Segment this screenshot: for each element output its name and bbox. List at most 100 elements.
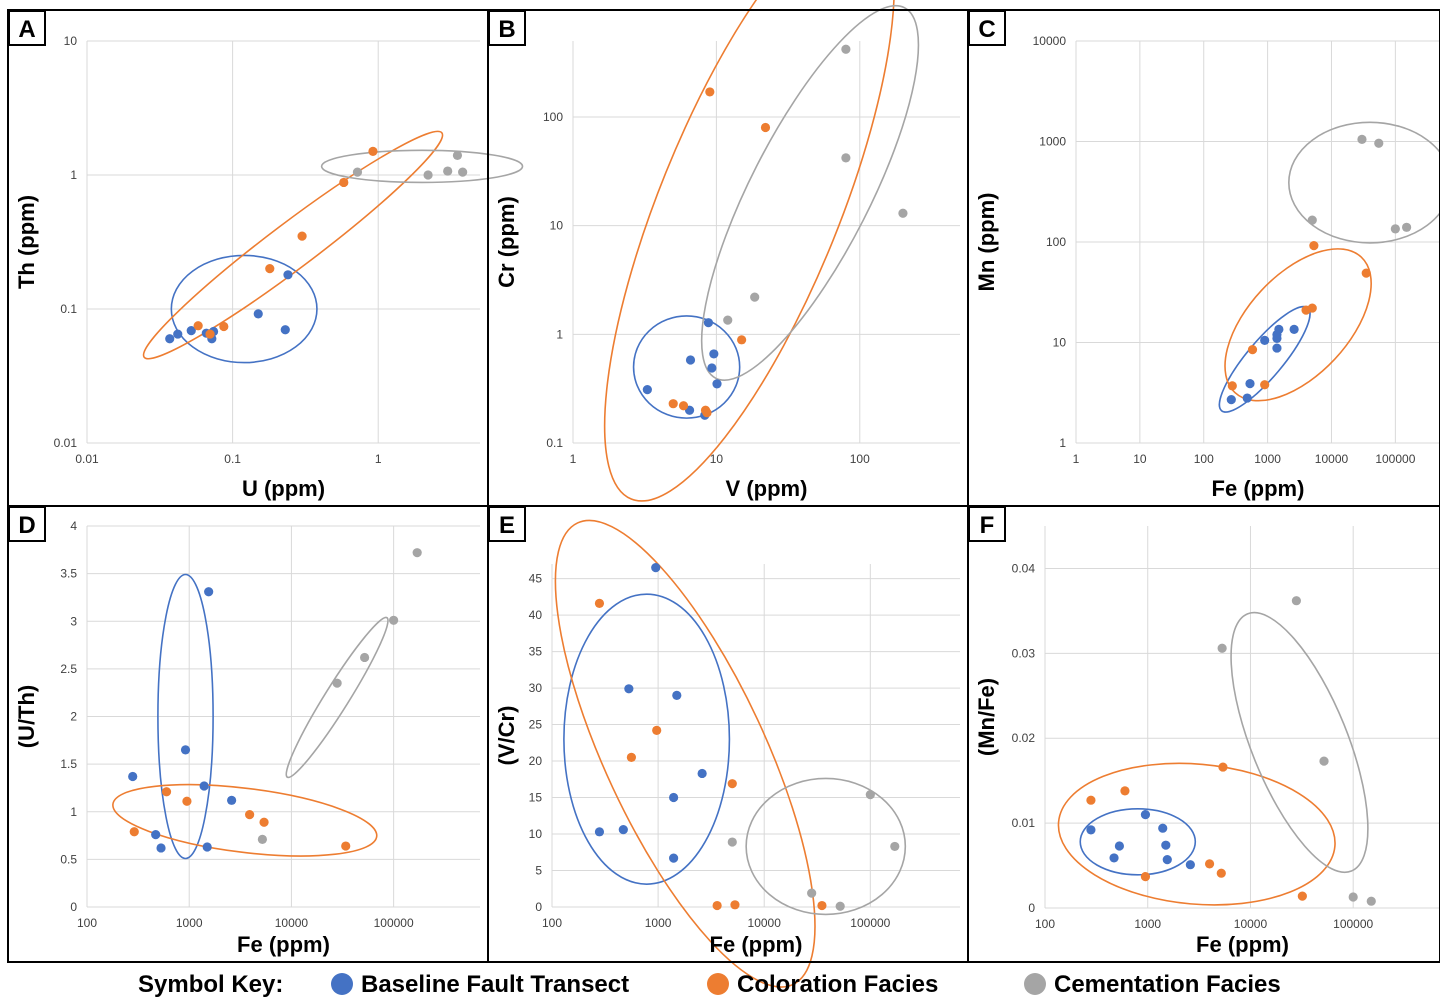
data-point-baseline: [642, 384, 652, 395]
panel-letter-box: [968, 10, 1006, 46]
data-point-baseline: [709, 349, 719, 359]
y-tick-label: 10000: [1033, 34, 1067, 48]
data-point-cementation: [443, 166, 453, 176]
data-point-coloration: [817, 900, 827, 911]
data-point-baseline: [669, 792, 679, 803]
data-point-cementation: [841, 44, 851, 54]
cluster-ellipse-baseline: [1079, 807, 1197, 876]
data-point-coloration: [129, 827, 139, 837]
legend-marker-cementation: [1024, 973, 1046, 995]
y-tick-label: 0: [70, 900, 77, 914]
data-point-coloration: [1309, 241, 1319, 251]
data-point-coloration: [712, 900, 722, 911]
data-point-baseline: [703, 318, 714, 328]
legend-label-coloration: Coloration Facies: [737, 971, 938, 998]
data-point-baseline: [280, 325, 290, 335]
data-point-cementation: [332, 678, 342, 688]
data-point-cementation: [841, 153, 851, 163]
y-tick-label: 4: [70, 519, 77, 533]
y-tick-label: 40: [529, 608, 543, 622]
cluster-ellipse-coloration: [1224, 248, 1372, 402]
y-tick-label: 45: [529, 572, 543, 586]
cluster-ellipse-baseline: [170, 254, 318, 364]
data-point-baseline: [180, 745, 191, 755]
x-tick-label: 100000: [374, 916, 414, 930]
data-point-cementation: [1319, 756, 1329, 766]
panel-b: 1 10 100 0.1 1 10 100 V (ppm) Cr (ppm) B: [487, 0, 969, 507]
x-tick-label: 1000: [645, 916, 672, 930]
data-point-baseline: [712, 379, 722, 389]
y-tick-label: 1: [70, 805, 77, 819]
x-tick-label: 1: [570, 452, 577, 466]
data-point-baseline: [186, 325, 196, 336]
data-point-cementation: [865, 790, 875, 800]
x-tick-label: 1: [375, 452, 382, 466]
cluster-ellipse-baseline: [563, 593, 731, 885]
data-point-baseline: [1086, 825, 1096, 835]
panel-letter: F: [980, 512, 995, 539]
data-point-baseline: [151, 830, 161, 840]
data-point-baseline: [1140, 810, 1151, 820]
y-axis-label: Mn (ppm): [974, 193, 999, 292]
cluster-ellipse-coloration: [142, 130, 444, 360]
y-tick-label: 5: [535, 864, 542, 878]
x-tick-label: 10000: [1315, 452, 1349, 466]
data-point-cementation: [1348, 892, 1358, 902]
data-point-coloration: [594, 598, 605, 609]
y-tick-label: 25: [529, 718, 543, 732]
data-point-cementation: [1217, 643, 1227, 653]
data-point-baseline: [1226, 395, 1236, 405]
panel-a: 0.01 0.1 1 0.01 0.1 1 10 U (ppm) Th (ppm) A: [7, 9, 524, 507]
data-point-cementation: [1390, 224, 1400, 234]
y-axis-label: (V/Cr): [494, 706, 519, 766]
data-point-coloration: [245, 810, 255, 820]
data-point-baseline: [202, 842, 212, 852]
data-point-baseline: [227, 795, 237, 805]
data-point-baseline: [173, 329, 183, 339]
x-tick-label: 100: [850, 452, 870, 466]
x-tick-label: 100000: [850, 916, 890, 930]
data-point-baseline: [204, 587, 214, 597]
data-point-baseline: [1245, 378, 1255, 389]
y-tick-label: 100: [543, 110, 563, 124]
x-tick-label: 10: [1133, 452, 1147, 466]
data-point-coloration: [626, 752, 636, 762]
data-point-baseline: [594, 827, 605, 837]
data-point-coloration: [1227, 381, 1237, 391]
x-tick-label: 10000: [275, 916, 309, 930]
data-point-coloration: [1140, 871, 1151, 882]
data-point-baseline: [1114, 841, 1125, 851]
x-tick-label: 10000: [748, 916, 782, 930]
data-point-coloration: [182, 796, 192, 806]
cluster-ellipse-coloration: [554, 519, 816, 988]
y-tick-label: 3.5: [60, 567, 77, 581]
x-tick-label: 100000: [1333, 917, 1373, 931]
data-point-coloration: [1218, 762, 1228, 772]
data-point-baseline: [1289, 324, 1299, 335]
x-axis-label: Fe (ppm): [1212, 476, 1305, 501]
data-point-baseline: [283, 270, 293, 280]
cluster-ellipse-coloration: [1057, 762, 1336, 906]
panel-d: 100 1000 10000 100000 0 0.5 1 1.5 2 2.5 3 3.5 4 Fe (p…: [7, 505, 489, 963]
data-point-coloration: [1247, 344, 1258, 355]
data-point-coloration: [727, 779, 737, 789]
y-tick-label: 20: [529, 754, 543, 768]
x-tick-label: 0.1: [224, 452, 241, 466]
y-tick-label: 30: [529, 681, 543, 695]
cluster-ellipse-cementation: [1230, 611, 1369, 874]
data-point-baseline: [624, 684, 634, 694]
data-point-cementation: [890, 841, 900, 852]
data-point-coloration: [652, 725, 662, 735]
data-point-baseline: [128, 771, 138, 782]
data-point-baseline: [669, 853, 679, 863]
data-point-coloration: [702, 408, 712, 418]
data-point-baseline: [1185, 860, 1195, 870]
x-tick-label: 1000: [176, 916, 203, 930]
data-point-coloration: [1361, 268, 1371, 278]
x-tick-label: 100: [77, 916, 97, 930]
x-tick-label: 1: [1073, 452, 1080, 466]
cluster-ellipse-coloration: [603, 0, 896, 502]
data-point-coloration: [341, 841, 351, 851]
